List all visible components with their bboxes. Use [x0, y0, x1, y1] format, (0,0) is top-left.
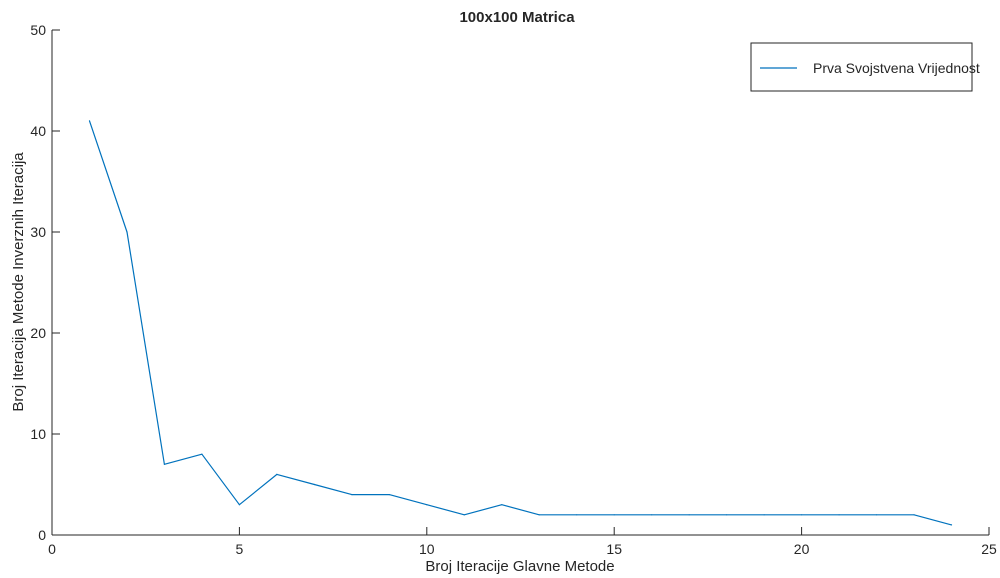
x-tick-label: 25	[981, 541, 997, 557]
x-tick-label: 5	[236, 541, 244, 557]
data-point	[538, 514, 540, 516]
data-point	[763, 514, 765, 516]
data-point	[838, 514, 840, 516]
data-point	[238, 504, 240, 506]
data-point	[875, 514, 878, 516]
data-point	[801, 514, 803, 516]
x-tick-label: 15	[606, 541, 622, 557]
legend: Prva Svojstvena Vrijednost	[750, 42, 980, 92]
x-tick-label: 0	[48, 541, 56, 557]
data-point	[126, 231, 128, 233]
data-point	[313, 483, 315, 486]
data-point	[201, 453, 203, 455]
y-tick-label: 40	[30, 123, 46, 139]
x-tick-label: 10	[419, 541, 435, 557]
data-point	[426, 504, 428, 506]
data-point	[913, 514, 915, 516]
y-axis-label: Broj Iteracija Metode Inverznih Iteracij…	[10, 152, 27, 412]
data-point	[688, 514, 690, 516]
legend-box	[750, 42, 973, 92]
data-point	[950, 524, 953, 526]
y-tick-label: 20	[30, 325, 46, 341]
axes	[51, 30, 989, 536]
data-point	[163, 463, 166, 465]
data-point	[501, 504, 503, 506]
y-tick-label: 50	[30, 22, 46, 38]
data-point	[88, 120, 91, 122]
data-point	[276, 473, 278, 475]
data-point	[463, 514, 465, 516]
data-point	[351, 494, 353, 496]
y-tick-label: 0	[38, 527, 46, 543]
data-point	[726, 514, 728, 516]
series-layer	[88, 120, 953, 526]
data-point	[651, 514, 653, 516]
y-tick-label: 10	[30, 426, 46, 442]
chart-title: 100x100 Matrica	[459, 9, 575, 26]
y-tick-label: 30	[30, 224, 46, 240]
legend-entry-label: Prva Svojstvena Vrijednost	[813, 60, 980, 76]
data-point	[576, 514, 578, 516]
x-axis-label: Broj Iteracije Glavne Metode	[425, 558, 614, 575]
data-point	[388, 494, 390, 496]
series-line-0	[88, 120, 952, 526]
plot-area	[52, 30, 989, 535]
data-point	[613, 514, 615, 516]
axis-ticks: 0 5 10 15 20 25 0 10 20 30 40 50	[30, 22, 997, 557]
x-tick-label: 20	[794, 541, 810, 557]
